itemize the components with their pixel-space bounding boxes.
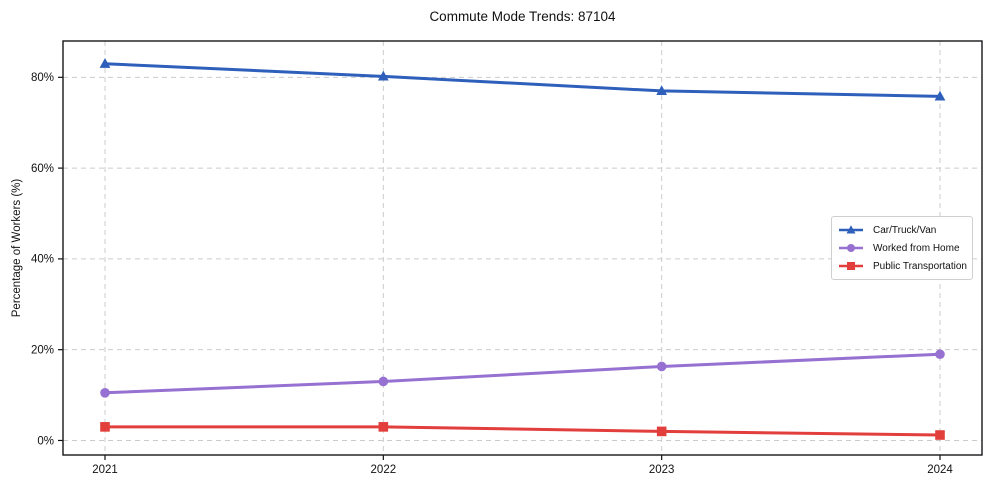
series-worked-from-home bbox=[100, 349, 945, 398]
plot-border bbox=[62, 40, 983, 456]
gridlines bbox=[63, 41, 982, 455]
y-tick-label: 80% bbox=[31, 72, 54, 84]
x-tick-label: 2024 bbox=[927, 464, 953, 476]
legend-label: Worked from Home bbox=[873, 242, 960, 254]
legend-label: Car/Truck/Van bbox=[873, 224, 937, 236]
y-tick-label: 20% bbox=[31, 344, 54, 356]
legend-item-car-truck-van: Car/Truck/Van bbox=[837, 223, 967, 237]
legend-item-worked-from-home: Worked from Home bbox=[837, 241, 967, 255]
legend: Car/Truck/Van Worked from Home Public Tran… bbox=[831, 216, 973, 280]
y-tick-label: 40% bbox=[31, 254, 54, 266]
x-tick-label: 2023 bbox=[649, 464, 675, 476]
legend-swatch-triangle-icon bbox=[839, 225, 863, 234]
x-tick-label: 2022 bbox=[371, 464, 397, 476]
series-public-transportation bbox=[100, 422, 945, 440]
y-tick-label: 60% bbox=[31, 163, 54, 175]
x-tick-label: 2021 bbox=[92, 464, 118, 476]
legend-swatch-circle-icon bbox=[839, 244, 863, 252]
chart-title: Commute Mode Trends: 87104 bbox=[429, 9, 616, 24]
axes: 0% 20% 40% 60% 80% 2021 2022 2023 2024 bbox=[31, 72, 953, 476]
legend-swatch-square-icon bbox=[839, 262, 863, 270]
legend-label: Public Transportation bbox=[873, 260, 967, 272]
legend-item-public-transportation: Public Transportation bbox=[837, 259, 967, 273]
y-tick-label: 0% bbox=[37, 435, 54, 447]
series-car-truck-van bbox=[99, 58, 946, 101]
